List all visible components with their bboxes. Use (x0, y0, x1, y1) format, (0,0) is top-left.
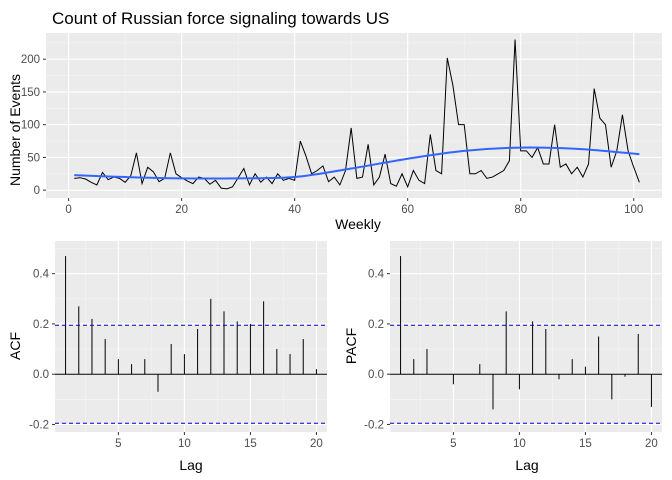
y-tick-label: -0.2 (364, 419, 384, 431)
x-tick-label: 20 (175, 204, 188, 216)
pacf-y-label: PACF (343, 328, 359, 364)
x-tick-label: 0 (65, 204, 71, 216)
y-tick-label: 0.2 (33, 319, 49, 331)
y-tick-label: 200 (21, 54, 40, 66)
time-series-x-label: Weekly (335, 216, 381, 232)
y-tick-label: 0.4 (368, 269, 385, 281)
acf-x-label: Lag (179, 457, 202, 473)
y-tick-label: 0.2 (368, 319, 384, 331)
x-tick-label: 15 (579, 438, 592, 450)
x-tick-label: 80 (514, 204, 527, 216)
x-tick-label: 5 (115, 438, 121, 450)
y-tick-label: 50 (27, 152, 40, 164)
panel-background (46, 33, 662, 198)
main-chart-title: Count of Russian force signaling towards… (52, 9, 389, 28)
x-tick-label: 20 (310, 438, 323, 450)
panel-background (390, 241, 662, 432)
y-tick-label: 0.0 (33, 369, 49, 381)
y-tick-label: -0.2 (29, 419, 49, 431)
y-tick-label: 0.0 (368, 369, 384, 381)
y-tick-label: 0.4 (33, 269, 50, 281)
x-tick-label: 15 (244, 438, 257, 450)
time-series-y-label: Number of Events (7, 74, 23, 186)
smooth-trend-line (74, 146, 640, 180)
panel-background (55, 241, 327, 432)
x-tick-label: 100 (624, 204, 643, 216)
y-tick-label: 100 (21, 120, 40, 132)
x-tick-label: 5 (450, 438, 456, 450)
pacf-x-label: Lag (515, 457, 538, 473)
y-tick-label: 150 (21, 87, 40, 99)
x-tick-label: 10 (513, 438, 526, 450)
y-tick-label: 0 (34, 185, 40, 197)
acf-y-label: ACF (7, 332, 23, 360)
acf-panel: 5 10 15 20 -0.2 0.0 0.2 0.4 (29, 241, 327, 450)
x-tick-label: 20 (645, 438, 658, 450)
pacf-panel: 5 10 15 20 -0.2 0.0 0.2 0.4 (364, 241, 662, 450)
x-tick-label: 10 (178, 438, 191, 450)
x-tick-label: 60 (401, 204, 414, 216)
x-tick-label: 40 (288, 204, 301, 216)
time-series-panel: 0 20 40 60 80 100 0 50 100 150 200 (21, 33, 662, 216)
